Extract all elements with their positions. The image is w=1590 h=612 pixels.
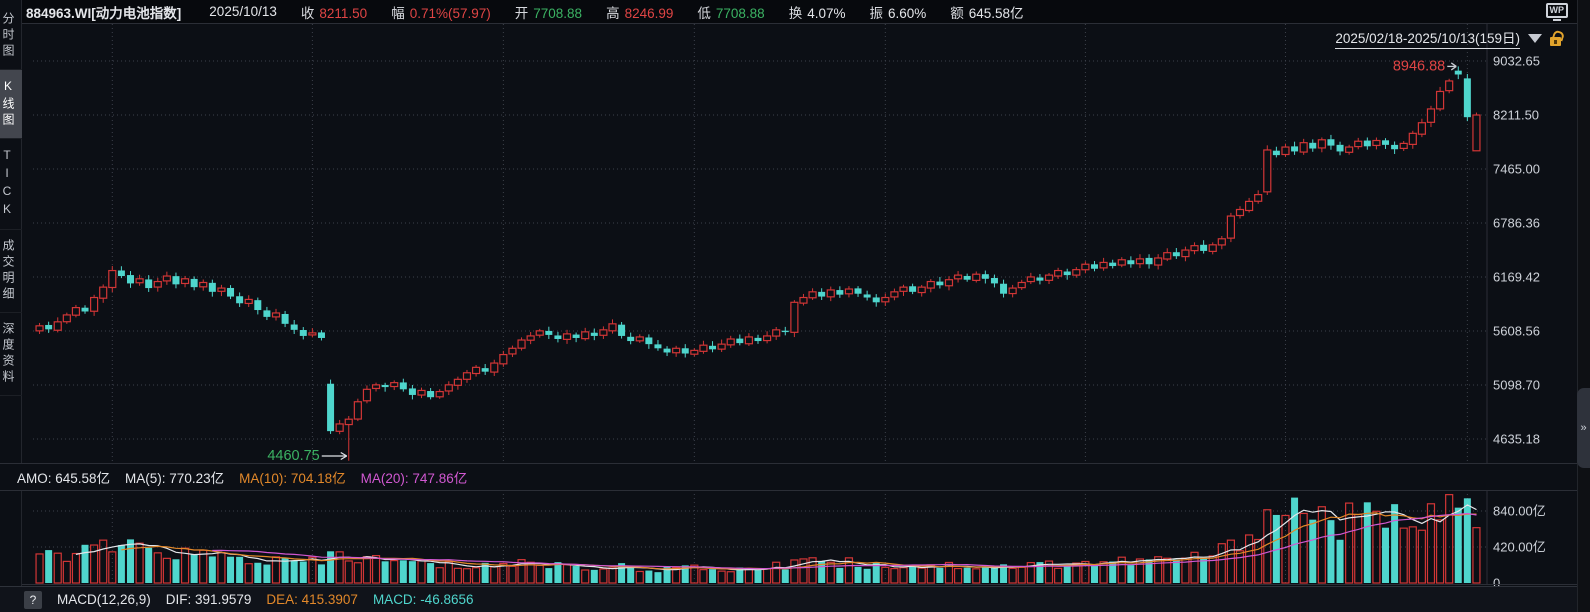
svg-text:840.00亿: 840.00亿 (1493, 504, 1546, 519)
macd-status-bar: ? MACD(12,26,9) DIF: 391.9579 DEA: 415.3… (0, 586, 1590, 612)
field-high: 高 8246.99 (606, 5, 674, 21)
svg-text:8946.88: 8946.88 (1393, 58, 1445, 74)
svg-text:6169.42: 6169.42 (1493, 270, 1540, 285)
sidebar-tab-time-chart[interactable]: 分时图 (0, 3, 22, 70)
volume-indicator-header: AMO: 645.58亿 MA(5): 770.23亿 MA(10): 704.… (0, 463, 1578, 491)
macd-params-label: MACD(12,26,9) (57, 592, 151, 607)
svg-text:4460.75: 4460.75 (267, 448, 319, 464)
quote-date: 2025/10/13 (209, 4, 277, 19)
field-close: 收 8211.50 (300, 5, 368, 21)
left-sidebar: 分时图 K线图 TICK 成交明细 深度资料 (0, 0, 22, 586)
volume-ma5-value: MA(5): 770.23亿 (125, 471, 225, 486)
date-range-label[interactable]: 2025/02/18-2025/10/13(159日) (1335, 27, 1520, 49)
amo-value: AMO: 645.58亿 (17, 471, 111, 486)
volume-ma20-value: MA(20): 747.86亿 (360, 471, 468, 486)
field-turnover: 换 4.07% (788, 5, 846, 21)
field-open: 开 7708.88 (514, 5, 583, 21)
field-low: 低 7708.88 (697, 5, 765, 21)
svg-text:4635.18: 4635.18 (1493, 431, 1540, 446)
sidebar-tab-trade-detail[interactable]: 成交明细 (0, 230, 22, 313)
dif-value: DIF: 391.9579 (165, 592, 252, 607)
svg-text:7465.00: 7465.00 (1493, 162, 1540, 177)
dropdown-caret-icon[interactable] (1528, 33, 1542, 43)
svg-text:5098.70: 5098.70 (1493, 377, 1540, 392)
wp-window-icon[interactable]: WP (1545, 2, 1568, 21)
svg-text:6786.36: 6786.36 (1493, 216, 1540, 231)
sidebar-tab-tick[interactable]: TICK (0, 139, 22, 230)
svg-text:420.00亿: 420.00亿 (1493, 540, 1546, 555)
collapse-panel-button[interactable]: » (1577, 388, 1590, 468)
volume-ma10-value: MA(10): 704.18亿 (239, 471, 346, 486)
field-amount: 额 645.58亿 (950, 5, 1024, 21)
symbol-name: 884963.WI[动力电池指数] (26, 5, 182, 21)
svg-text:0: 0 (1493, 576, 1500, 591)
date-range-selector[interactable]: 2025/02/18-2025/10/13(159日) (1335, 27, 1566, 49)
sidebar-tab-depth-info[interactable]: 深度资料 (0, 313, 22, 396)
svg-text:8211.50: 8211.50 (1493, 108, 1539, 123)
field-amplitude: 振 6.60% (869, 5, 927, 21)
right-panel-strip: » (1577, 0, 1590, 612)
svg-text:9032.65: 9032.65 (1493, 54, 1540, 69)
sidebar-tab-kline[interactable]: K线图 (0, 70, 22, 139)
help-button[interactable]: ? (24, 590, 42, 609)
macd-value: MACD: -46.8656 (372, 592, 474, 607)
dea-value: DEA: 415.3907 (266, 592, 358, 607)
unlock-icon[interactable] (1550, 29, 1566, 46)
field-change: 幅 0.71%(57.97) (391, 5, 491, 21)
svg-text:5608.56: 5608.56 (1493, 324, 1540, 339)
